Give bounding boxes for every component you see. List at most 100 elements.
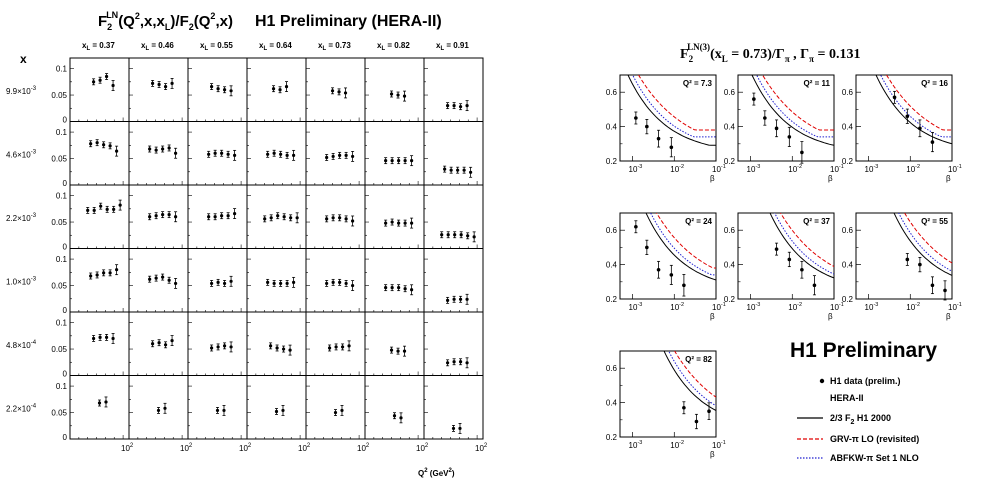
data-point — [279, 152, 283, 156]
data-point — [787, 257, 792, 262]
legend-data-label: H1 data (prelim.) — [830, 376, 901, 386]
data-point — [351, 283, 355, 288]
data-point — [269, 216, 273, 220]
data-point — [161, 147, 165, 151]
data-point — [707, 409, 711, 414]
data-point — [812, 283, 817, 288]
x-tick-label: 10-3 — [629, 440, 643, 450]
data-point — [92, 80, 96, 84]
svg-text:F2LN(3)(xL = 0.73)/Γπ , Γπ = 0: F2LN(3)(xL = 0.73)/Γπ , Γπ = 0.131 — [680, 42, 860, 64]
x-axis-label: β — [828, 174, 833, 183]
data-point — [930, 140, 935, 144]
data-point — [157, 82, 161, 87]
data-point — [331, 280, 335, 284]
data-point — [451, 426, 456, 431]
data-point — [800, 267, 804, 272]
y-tick-label: 0.6 — [724, 88, 736, 97]
y-tick-label: 0.2 — [606, 157, 618, 166]
y-tick-label: 0.1 — [56, 255, 68, 264]
data-point — [86, 208, 90, 212]
data-point — [402, 349, 407, 353]
data-point — [453, 233, 457, 237]
data-point — [669, 273, 674, 277]
data-point — [682, 405, 686, 410]
x-tick-label: 10-1 — [712, 302, 726, 312]
data-point — [399, 416, 403, 420]
data-point — [266, 280, 270, 284]
abfkw-curve — [774, 213, 834, 275]
data-point — [456, 168, 460, 172]
data-point — [102, 143, 106, 147]
data-point — [285, 153, 289, 157]
xl-label: xL = 0.91 — [436, 41, 469, 52]
data-point — [170, 338, 174, 343]
data-point — [774, 247, 779, 251]
data-point — [226, 214, 230, 218]
beta-panel: 0.6 0.4 0.2 10-3 10-2 10-1β Q² = 7.3 — [606, 74, 726, 183]
abfkw-curve — [756, 75, 834, 138]
data-point — [443, 167, 447, 171]
abfkw-curve — [880, 75, 952, 138]
data-point — [210, 346, 214, 350]
y-tick-label: 0.4 — [606, 261, 618, 270]
data-point — [403, 159, 407, 163]
data-point — [347, 344, 351, 348]
x-axis-label: β — [710, 450, 715, 459]
data-point — [229, 279, 233, 283]
data-point — [634, 224, 638, 229]
right-title: F2LN(3)(xL = 0.73)/Γπ , Γπ = 0.131 — [680, 42, 860, 64]
data-point — [344, 281, 348, 286]
x-axis-label: β — [946, 312, 951, 321]
y-tick-label: 0.2 — [724, 295, 736, 304]
y-tick-label: 0.6 — [606, 364, 618, 373]
data-point — [112, 207, 116, 211]
x-tick-label: 10-1 — [712, 164, 726, 174]
q2-label: Q² = 82 — [685, 355, 712, 364]
data-point — [151, 342, 155, 346]
data-point — [207, 152, 211, 156]
data-point — [98, 335, 102, 339]
panel-frame — [737, 212, 835, 300]
data-point — [905, 114, 910, 119]
q2-label: Q² = 24 — [685, 217, 712, 226]
x-tick-label: 10-3 — [747, 302, 761, 312]
y-tick-label: 0.05 — [51, 282, 67, 291]
data-point — [207, 215, 211, 219]
data-point — [344, 217, 348, 221]
x-row-label: 4.6×10-3 — [6, 149, 37, 159]
data-point — [397, 286, 401, 290]
x-row-label: 9.9×10-3 — [6, 86, 37, 96]
x-axis-label: β — [946, 174, 951, 183]
data-point — [115, 149, 119, 153]
x-row-label: 2.2×10-3 — [6, 213, 37, 223]
data-point — [458, 426, 462, 431]
data-point — [440, 233, 444, 237]
y-tick-label: 0.1 — [56, 65, 68, 74]
data-point — [279, 281, 283, 286]
data-point — [229, 89, 233, 93]
data-point — [174, 151, 178, 155]
data-point — [338, 280, 342, 284]
data-point — [108, 271, 112, 275]
beta-panel: 0.6 0.4 0.2 10-3 10-2 10-1β Q² = 11 — [724, 74, 844, 183]
data-point — [338, 216, 342, 220]
data-point — [89, 274, 93, 278]
data-point — [148, 277, 152, 281]
data-point — [275, 346, 279, 350]
data-point — [272, 281, 276, 286]
data-point — [402, 94, 407, 98]
data-point — [918, 262, 922, 267]
panel-frame — [855, 74, 953, 162]
x-tick-label: 102 — [357, 443, 370, 453]
y-tick-label: 0 — [63, 433, 68, 442]
x-axis-label: β — [828, 312, 833, 321]
data-point — [233, 153, 237, 157]
data-point — [174, 215, 178, 219]
data-point — [104, 74, 109, 79]
x-axis-title: Q2 (GeV2) — [418, 468, 455, 478]
panel-frame — [619, 74, 717, 162]
x-tick-label: 10-2 — [788, 164, 802, 174]
x-tick-label: 10-2 — [906, 164, 920, 174]
